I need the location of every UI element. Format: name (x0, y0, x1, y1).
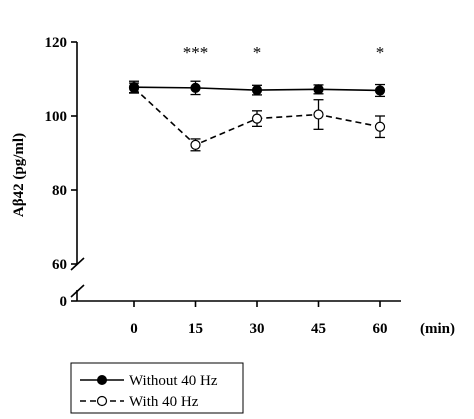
x-tick-label: 45 (311, 321, 326, 337)
legend-item-with: With 40 Hz (80, 394, 199, 410)
data-point (190, 139, 201, 150)
y-tick-label: 100 (45, 109, 68, 125)
series-group (128, 80, 386, 152)
data-point (251, 113, 263, 124)
y-axis-label: Aβ42 (pg/ml) (11, 133, 27, 217)
x-axis-label: (min) (420, 321, 455, 337)
data-point (128, 82, 140, 93)
y-tick-label: 0 (60, 294, 68, 310)
data-point (190, 82, 201, 93)
data-point (251, 84, 263, 96)
x-tick-label: 30 (250, 321, 265, 337)
x-tick-label: 60 (373, 321, 388, 337)
data-point (374, 121, 386, 132)
data-point (313, 109, 324, 120)
x-tick-label: 0 (130, 321, 138, 337)
y-tick-label: 120 (45, 35, 68, 51)
tick-labels: 120 100 80 60 0 0 15 30 45 60 (45, 35, 388, 337)
axis-break-mark-upper (70, 257, 85, 271)
legend-label-without: Without 40 Hz (129, 373, 218, 389)
data-point (374, 85, 386, 96)
data-point (313, 84, 324, 95)
significance-label: * (376, 43, 385, 62)
significance-label: * (253, 43, 262, 62)
legend-item-without: Without 40 Hz (80, 373, 218, 389)
axes (70, 42, 401, 302)
significance-label: *** (183, 43, 209, 62)
significance-markers: *** * * (183, 43, 385, 62)
legend-label-with: With 40 Hz (129, 394, 199, 410)
legend: Without 40 Hz With 40 Hz (70, 362, 244, 414)
x-tick-label: 15 (188, 321, 203, 337)
series-without-40hz (128, 80, 386, 98)
legend-marker-filled (97, 375, 107, 385)
legend-marker-open (96, 395, 108, 407)
y-tick-label: 60 (52, 257, 67, 273)
y-tick-label: 80 (52, 183, 67, 199)
axis-break-mark-lower (70, 284, 85, 298)
